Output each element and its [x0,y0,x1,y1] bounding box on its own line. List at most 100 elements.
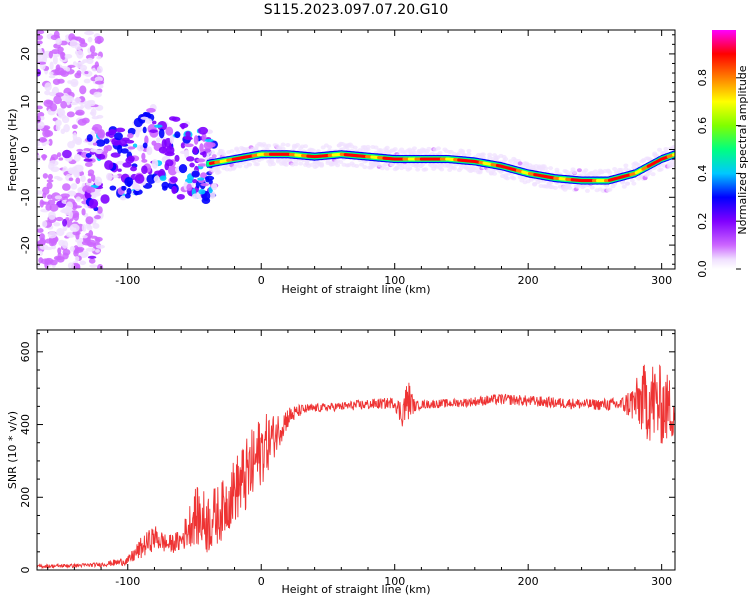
spectrogram-halo [246,162,252,167]
spectrogram-noise-blob [93,91,102,98]
spectrogram-halo [437,150,443,155]
spectrogram-halo [283,162,289,167]
spectrogram-noise-blob [75,196,81,202]
spectrogram-halo [251,158,257,163]
spectrogram-noise-blob [85,216,94,225]
spectrogram-transition-blob [192,146,199,155]
spectrogram-noise-blob [96,206,103,214]
spectrogram-halo [271,162,277,167]
spectrogram-noise-blob [87,255,97,259]
spectrogram-noise-blob [74,256,80,262]
colorbar-tick-label: 0.4 [696,165,709,183]
spectrogram-transition-blob [168,116,177,121]
spectrogram-noise-blob [62,183,71,191]
spectrogram-halo [485,168,491,173]
spectrogram-transition-blob [127,133,134,139]
spectrogram-noise-blob [37,48,43,52]
spectrogram-halo [589,185,595,190]
spectrogram-noise-blob [94,214,101,220]
spectrogram-transition-blob [193,135,199,145]
spectrogram-noise-blob [95,237,101,244]
spectrogram-noise-blob [44,82,52,91]
spectrogram-halo [285,142,291,147]
spectrogram-transition-blob [119,195,127,201]
spectrogram-halo [426,146,432,151]
spectrogram-noise-blob [84,30,94,36]
spectrogram-transition-blob [152,120,157,125]
spectrogram-transition-blob [191,170,200,178]
spectrogram-noise-blob [53,175,61,180]
snr-axes: -100 0 100 200 300 0 200 400 600 [19,330,675,588]
spectrogram-halo [319,163,325,168]
spectrogram-noise-blob [63,124,70,133]
spectrogram-halo [211,154,217,159]
spectrogram-noise-blob [48,211,56,220]
spectrogram-noise-blob [47,173,53,180]
spectrogram-transition-blob [195,180,200,189]
spectrogram-noise-blob [55,37,62,45]
spectrogram-noise-blob [79,42,88,48]
spectrogram-noise-blob [81,223,87,232]
spectrogram-noise-blob [95,244,105,249]
spectrogram-noise-blob [40,138,48,142]
spectrogram-halo [266,143,272,148]
spectrogram-transition-blob [124,193,131,199]
spectrogram-transition-blob [117,144,123,154]
spectrogram-halo [354,163,360,168]
spectrogram-transition-blob [146,174,157,184]
spectrogram-noise-blob [74,72,82,79]
spectrogram-halo [405,162,411,167]
spectrogram-transition-blob [122,162,132,168]
spectrogram-noise-blob [81,240,92,246]
spectrogram-halo [658,167,664,172]
spectrogram-transition-blob [86,134,93,142]
spectrogram-transition-blob [198,126,208,135]
spectrogram-noise-blob [88,258,96,264]
y-tick-label: 400 [19,414,32,435]
spectrogram-noise-blob [73,249,79,257]
spectrogram-noise-blob [74,263,81,269]
spectrogram-noise-blob [37,227,44,233]
spectrogram-transition-blob [110,152,121,158]
spectrogram-noise-blob [64,54,73,59]
spectrogram-noise-blob [81,250,89,258]
spectrogram-transition-blob [162,185,168,191]
spectrogram-noise-blob [37,262,41,268]
spectrogram-noise-blob [84,162,93,167]
spectrogram-transition-blob [88,198,99,209]
spectrogram-transition-blob [185,131,191,137]
snr-panel: -100 0 100 200 300 0 200 400 600 Height of strai… [6,329,676,596]
spectrogram-halo [461,152,467,157]
spectrogram-transition-blob [134,184,141,192]
spectrogram-transition-blob [198,189,206,195]
spectrogram-noise-blob [45,203,52,211]
spectrogram-transition-blob [120,148,129,154]
spectrogram-transition-blob [97,129,106,139]
spectrogram-noise-blob [69,246,76,252]
spectrogram-noise-blob [46,181,53,190]
spectrogram-transition-blob [90,148,97,153]
spectrogram-noise-blob [46,179,54,183]
spectrogram-transition-blob [159,175,167,181]
spectrogram-transition-blob [197,163,208,167]
spectrogram-noise-blob [85,247,96,252]
spectrogram-halo [378,148,384,153]
spectrogram-halo [503,157,509,162]
spectrogram-noise-blob [61,208,68,213]
spectrogram-transition-blob [125,157,135,164]
spectrogram-transition-blob [169,176,178,183]
spectrogram-noise-blob [87,178,92,184]
spectrogram-noise-blob [57,78,65,84]
spectrogram-transition-blob [167,165,178,176]
spectrogram-transition-blob [124,176,134,187]
spectrogram-halo [362,165,368,170]
spectrogram-halo [210,150,216,155]
spectrogram-noise-blob [74,111,83,116]
spectrogram-halo [365,147,371,152]
spectrogram-transition-blob [90,192,99,196]
spectrogram-transition-blob [186,156,195,162]
spectrogram-noise-blob [67,141,76,149]
spectrogram-noise-blob [89,45,96,54]
spectrogram-transition-blob [197,177,205,181]
